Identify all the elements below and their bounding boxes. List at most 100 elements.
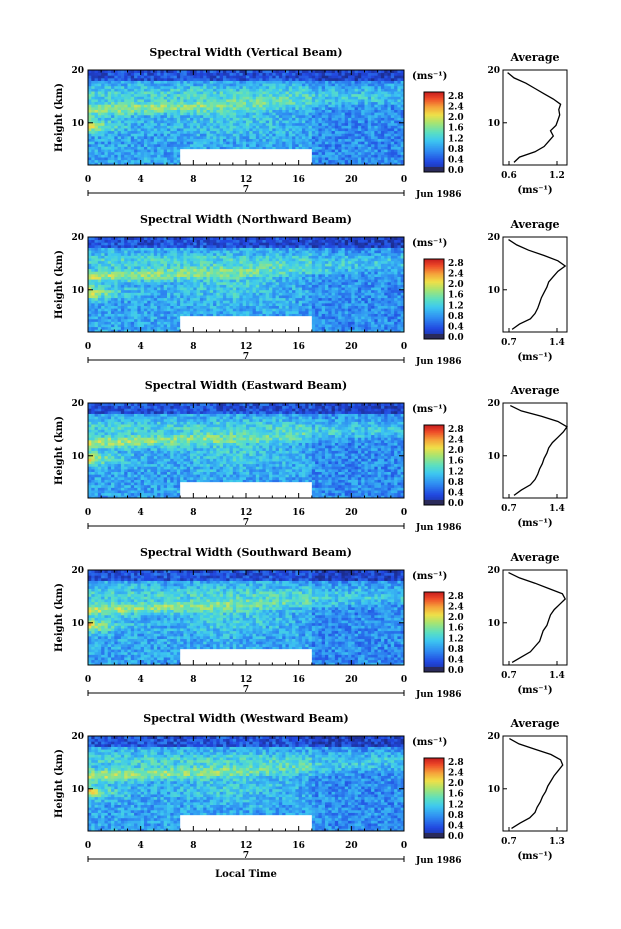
heatmap-cell [140, 122, 145, 126]
heatmap-cell [209, 252, 214, 256]
heatmap-cell [305, 114, 309, 118]
heatmap-cell [94, 316, 99, 320]
heatmap-cell [301, 91, 306, 95]
heatmap-cell [140, 151, 145, 155]
heatmap-cell [167, 302, 171, 307]
heatmap-cell [127, 157, 132, 161]
heatmap-cell [367, 138, 372, 142]
heatmap-cell [203, 83, 207, 87]
heatmap-cell [351, 72, 356, 76]
heatmap-cell [265, 101, 270, 105]
heatmap-cell [384, 130, 388, 134]
heatmap-cell [364, 106, 369, 110]
heatmap-cell [130, 324, 135, 328]
heatmap-cell [157, 258, 161, 262]
heatmap-cell [249, 75, 253, 79]
heatmap-cell [143, 244, 148, 248]
heatmap-cell [107, 125, 112, 129]
heatmap-cell [325, 96, 329, 100]
heatmap-cell [134, 72, 138, 76]
heatmap-cell [361, 162, 365, 166]
heatmap-cell [380, 99, 385, 103]
heatmap-cell [380, 128, 385, 132]
heatmap-cell [269, 133, 273, 137]
heatmap-cell [209, 300, 214, 304]
heatmap-cell [150, 125, 155, 129]
heatmap-cell [163, 263, 168, 267]
heatmap-cell [127, 162, 132, 166]
heatmap-cell [167, 159, 171, 163]
heatmap-cell [111, 106, 115, 110]
heatmap-cell [140, 247, 145, 251]
heatmap-cell [88, 258, 92, 262]
heatmap-cell [101, 157, 105, 161]
heatmap-cell [199, 135, 204, 140]
heatmap-cell [127, 93, 132, 97]
heatmap-cell [134, 316, 138, 320]
heatmap-cell [153, 128, 158, 132]
heatmap-cell [292, 77, 296, 81]
heatmap-cell [331, 117, 336, 121]
heatmap-cell [226, 99, 230, 103]
heatmap-cell [163, 122, 168, 126]
heatmap-cell [255, 112, 260, 116]
heatmap-cell [137, 239, 142, 243]
heatmap-cell [328, 88, 332, 92]
heatmap-cell [104, 125, 109, 129]
heatmap-cell [130, 80, 135, 84]
heatmap-cell [206, 104, 211, 108]
heatmap-cell [97, 305, 102, 309]
colorbar-tick-label: 0.8 [448, 145, 464, 155]
heatmap-cell [236, 77, 240, 81]
heatmap-cell [285, 91, 290, 95]
heatmap-cell [232, 104, 237, 108]
heatmap-cell [170, 141, 174, 145]
heatmap-cell [318, 157, 323, 161]
heatmap-cell [137, 324, 142, 328]
heatmap-cell [216, 91, 221, 95]
heatmap-cell [255, 91, 260, 95]
heatmap-cell [262, 138, 267, 142]
heatmap-cell [236, 70, 240, 74]
heatmap-cell [127, 159, 132, 163]
heatmap-cell [101, 125, 105, 129]
heatmap-cell [236, 112, 240, 116]
heatmap-cell [134, 292, 138, 296]
heatmap-cell [315, 146, 319, 150]
heatmap-cell [305, 88, 309, 92]
heatmap-cell [259, 128, 263, 132]
heatmap-cell [229, 133, 234, 137]
heatmap-cell [265, 96, 270, 100]
heatmap-cell [301, 114, 306, 118]
heatmap-cell [124, 80, 128, 84]
heatmap-cell [288, 85, 293, 89]
heatmap-cell [275, 99, 280, 103]
heatmap-cell [173, 141, 178, 145]
heatmap-cell [318, 72, 323, 76]
heatmap-cell [203, 289, 207, 293]
heatmap-cell [338, 70, 342, 74]
heatmap-cell [269, 85, 273, 89]
heatmap-cell [341, 91, 346, 95]
heatmap-cell [167, 141, 171, 145]
heatmap-cell [101, 101, 105, 105]
heatmap-cell [262, 128, 267, 132]
heatmap-cell [127, 324, 132, 328]
heatmap-cell [143, 316, 148, 320]
heatmap-cell [334, 91, 339, 95]
heatmap-cell [104, 85, 109, 89]
heatmap-cell [206, 310, 211, 314]
heatmap-cell [265, 133, 270, 137]
heatmap-cell [305, 133, 309, 137]
heatmap-cell [232, 133, 237, 137]
heatmap-cell [127, 72, 132, 76]
heatmap-cell [206, 77, 211, 81]
heatmap-cell [137, 96, 142, 100]
heatmap-cell [206, 141, 211, 145]
heatmap-cell [150, 279, 155, 283]
heatmap-cell [180, 268, 184, 272]
heatmap-cell [97, 279, 102, 283]
heatmap-cell [380, 88, 385, 92]
heatmap-cell [91, 159, 95, 163]
heatmap-cell [255, 75, 260, 79]
